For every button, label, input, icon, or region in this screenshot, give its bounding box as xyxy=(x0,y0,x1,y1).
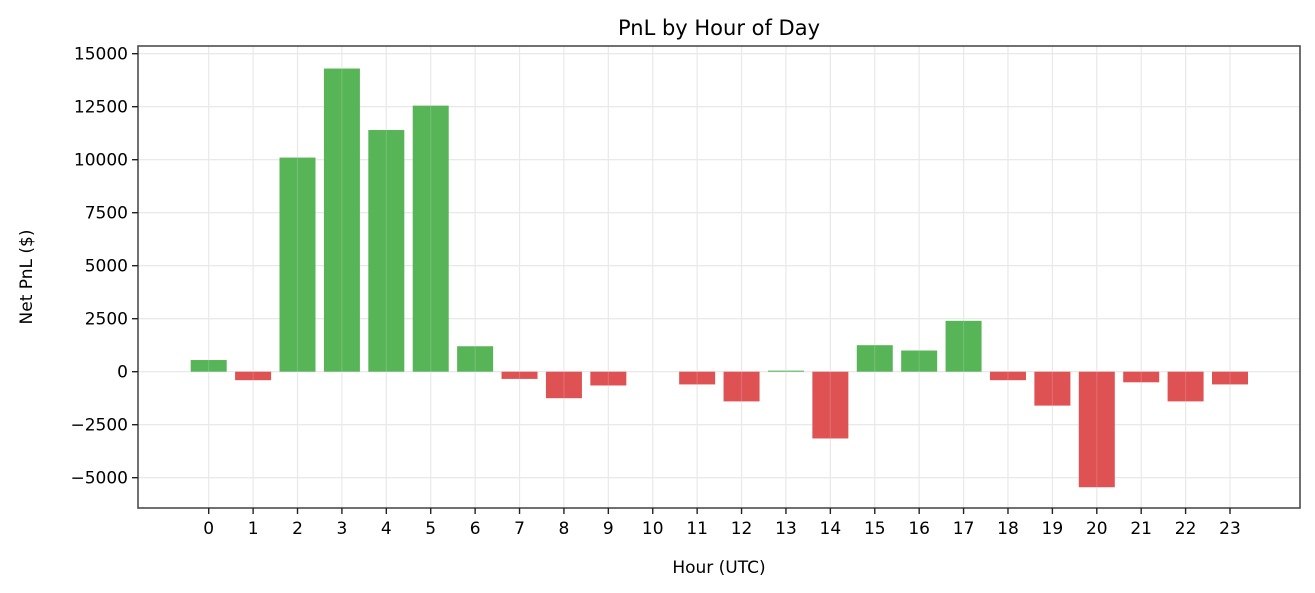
x-tick-label: 14 xyxy=(820,519,842,539)
bar-hour-18 xyxy=(989,371,1026,381)
bar-hour-3 xyxy=(323,68,360,372)
x-tick-label: 15 xyxy=(864,519,886,539)
x-tick-label: 16 xyxy=(908,519,930,539)
x-tick-label: 3 xyxy=(336,519,347,539)
axes-frame xyxy=(137,45,1301,509)
bar-hour-11 xyxy=(679,371,716,385)
x-tick-label: 4 xyxy=(381,519,392,539)
y-axis-label: Net PnL ($) xyxy=(17,230,37,325)
bar-hour-9 xyxy=(590,371,627,386)
bar-hour-13 xyxy=(767,370,804,372)
x-tick-label: 5 xyxy=(425,519,436,539)
bar-hour-21 xyxy=(1123,371,1160,383)
bar-hour-15 xyxy=(856,345,893,372)
bar-hour-20 xyxy=(1078,371,1115,488)
bar-hour-17 xyxy=(945,320,982,372)
x-tick-label: 19 xyxy=(1042,519,1064,539)
y-tick-label: 7500 xyxy=(85,204,128,224)
x-tick-label: 0 xyxy=(203,519,214,539)
x-tick-label: 8 xyxy=(559,519,570,539)
x-tick-label: 10 xyxy=(642,519,664,539)
bar-hour-16 xyxy=(901,350,938,372)
bar-hour-12 xyxy=(723,371,760,402)
bar-hour-7 xyxy=(501,371,538,379)
bar-hour-22 xyxy=(1167,371,1204,402)
bar-hour-14 xyxy=(812,371,849,439)
y-tick-label: 2500 xyxy=(85,310,128,330)
x-tick-label: 18 xyxy=(997,519,1019,539)
x-tick-label: 9 xyxy=(603,519,614,539)
y-tick-label: 10000 xyxy=(74,151,128,171)
bar-hour-23 xyxy=(1212,371,1248,385)
bar-hour-8 xyxy=(545,371,582,399)
x-tick-label: 6 xyxy=(470,519,481,539)
y-axis-ticks: −5000 −2500 0 2500 5000 7500 10000 12500 15000 xyxy=(70,45,138,489)
y-tick-label: 5000 xyxy=(85,257,128,277)
x-axis-label: Hour (UTC) xyxy=(672,558,765,578)
y-tick-label: −2500 xyxy=(70,416,128,436)
x-tick-label: 17 xyxy=(953,519,975,539)
x-tick-label: 12 xyxy=(731,519,753,539)
x-tick-label: 23 xyxy=(1219,519,1241,539)
x-tick-label: 2 xyxy=(292,519,303,539)
x-tick-label: 7 xyxy=(514,519,525,539)
x-tick-label: 11 xyxy=(686,519,708,539)
x-tick-label: 22 xyxy=(1175,519,1197,539)
x-tick-label: 20 xyxy=(1086,519,1108,539)
bar-hour-1 xyxy=(235,371,272,381)
bar-hour-19 xyxy=(1034,371,1071,406)
bar-hour-4 xyxy=(368,130,405,372)
x-axis-ticks: 0 1 2 3 4 5 6 7 8 9 10 11 12 13 14 15 16 17 18 19 20 21 22 23 xyxy=(203,508,1241,539)
x-tick-label: 1 xyxy=(248,519,259,539)
bar-hour-0 xyxy=(190,360,227,372)
y-tick-label: 12500 xyxy=(74,98,128,118)
x-tick-label: 21 xyxy=(1130,519,1152,539)
bar-hour-2 xyxy=(279,157,316,372)
x-tick-label: 13 xyxy=(775,519,797,539)
bar-hour-6 xyxy=(457,346,494,372)
bars xyxy=(190,46,1248,508)
y-tick-label: 15000 xyxy=(74,45,128,65)
chart-title: PnL by Hour of Day xyxy=(618,16,820,40)
bar-hour-5 xyxy=(412,105,449,372)
y-tick-label: 0 xyxy=(117,363,128,383)
y-tick-label: −5000 xyxy=(70,469,128,489)
